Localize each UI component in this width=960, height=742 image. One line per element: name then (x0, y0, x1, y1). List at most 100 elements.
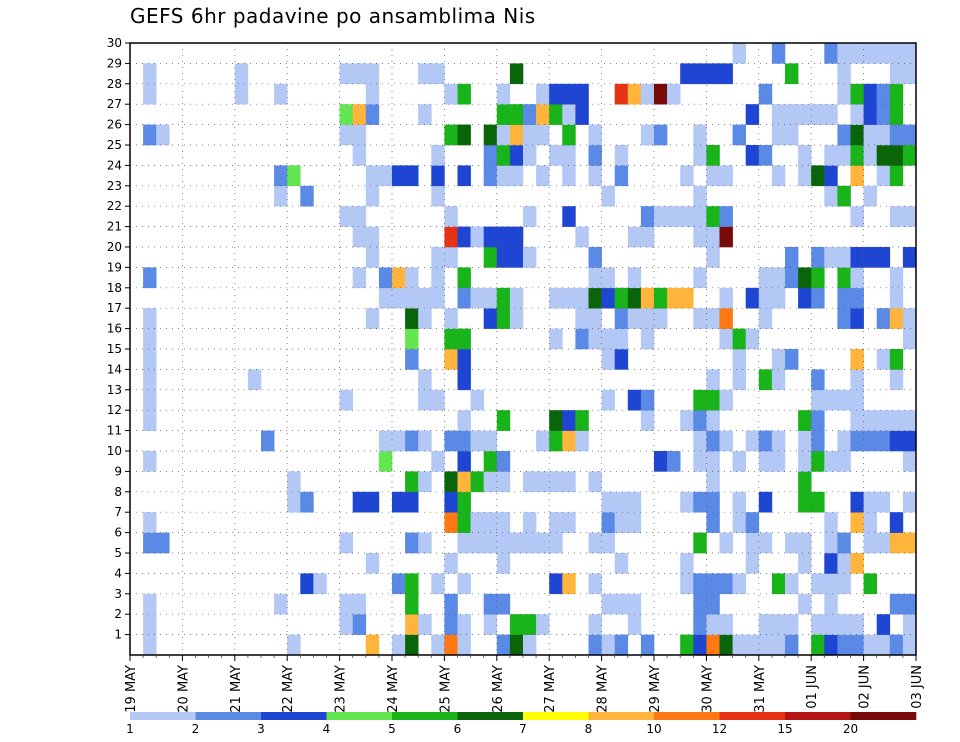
heatmap-cell (614, 349, 629, 370)
heatmap-cell (549, 532, 563, 554)
heatmap-cell (483, 145, 498, 166)
heatmap-cell (863, 410, 877, 431)
heatmap-cell (352, 267, 367, 289)
heatmap-cell (771, 573, 786, 595)
heatmap-cell (601, 389, 615, 411)
heatmap-cell (876, 430, 891, 452)
heatmap-cell (483, 226, 498, 248)
heatmap-cell (588, 247, 602, 268)
heatmap-cell (457, 267, 471, 289)
heatmap-cell (680, 634, 694, 656)
heatmap-cell (457, 410, 471, 431)
y-tick-label: 17 (107, 301, 122, 315)
heatmap-cell (549, 83, 563, 105)
heatmap-cell (575, 430, 589, 452)
heatmap-cell (693, 308, 707, 329)
heatmap-cell (837, 83, 851, 105)
heatmap-cell (392, 165, 406, 187)
heatmap-cell (785, 63, 799, 85)
heatmap-cell (824, 532, 838, 554)
heatmap-cell (274, 165, 288, 187)
heatmap-cell (876, 532, 891, 554)
heatmap-cell (680, 553, 694, 574)
heatmap-cell (693, 634, 707, 656)
heatmap-cell (575, 83, 589, 105)
heatmap-cell (339, 206, 353, 227)
heatmap-cell (902, 43, 917, 64)
heatmap-cell (392, 430, 406, 452)
heatmap-cell (274, 83, 288, 105)
heatmap-cell (863, 573, 877, 595)
heatmap-cell (811, 287, 825, 309)
heatmap-cell (889, 206, 904, 227)
heatmap-cell (680, 410, 694, 431)
heatmap-cell (798, 145, 812, 166)
heatmap-cell (444, 614, 458, 635)
heatmap-cell (889, 430, 904, 452)
heatmap-cell (575, 226, 589, 248)
heatmap-cell (509, 532, 524, 554)
heatmap-cell (418, 430, 432, 452)
heatmap-cell (588, 634, 602, 656)
heatmap-cell (876, 43, 891, 64)
colorbar-segment (719, 712, 786, 720)
heatmap-cell (496, 410, 511, 431)
colorbar: 1 2 3 4 5 6 7 8 10 12 15 20 (126, 712, 917, 736)
heatmap-cell (143, 451, 157, 472)
heatmap-cell (732, 573, 746, 595)
heatmap-cell (588, 165, 602, 187)
heatmap-cell (614, 491, 629, 513)
heatmap-cell (876, 165, 891, 187)
heatmap-cell (339, 63, 353, 85)
heatmap-cell (811, 104, 825, 125)
heatmap-cell (496, 634, 511, 656)
heatmap-cell (444, 124, 458, 146)
heatmap-cell (496, 104, 511, 125)
heatmap-cell (418, 471, 432, 493)
heatmap-cell (706, 573, 720, 595)
heatmap-cell (418, 104, 432, 125)
heatmap-cell (693, 491, 707, 513)
x-tick-label: 24 MAY (386, 665, 401, 713)
heatmap-cell (549, 430, 563, 452)
heatmap-cell (523, 206, 537, 227)
heatmap-cell (588, 308, 602, 329)
heatmap-cell (902, 145, 917, 166)
heatmap-cell (771, 430, 786, 452)
heatmap-cell (444, 512, 458, 533)
heatmap-cell (824, 389, 838, 411)
heatmap-cell (889, 369, 904, 391)
heatmap-cell (588, 328, 602, 350)
heatmap-cell (640, 124, 655, 146)
heatmap-cell (405, 573, 419, 595)
heatmap-cell (850, 491, 864, 513)
colorbar-label: 15 (777, 722, 792, 736)
colorbar-label: 8 (585, 722, 593, 736)
heatmap-cell (575, 104, 589, 125)
heatmap-cell (850, 349, 864, 370)
heatmap-cell (562, 471, 576, 493)
heatmap-cell (693, 145, 707, 166)
heatmap-cell (143, 124, 157, 146)
y-tick-label: 7 (114, 505, 122, 519)
y-tick-label: 29 (107, 56, 122, 70)
heatmap-cell (274, 185, 288, 207)
heatmap-cell (300, 491, 314, 513)
heatmap-cell (287, 165, 301, 187)
y-tick-label: 28 (107, 77, 122, 91)
heatmap-cell (549, 145, 563, 166)
x-axis: 19 MAY 20 MAY 21 MAY 22 MAY 23 MAY 24 MAY 25 M… (124, 655, 925, 713)
heatmap-cell (889, 165, 904, 187)
heatmap-cell (732, 124, 746, 146)
heatmap-cell (483, 247, 498, 268)
heatmap-cell (143, 63, 157, 85)
heatmap-cell (627, 512, 642, 533)
heatmap-cell (640, 634, 655, 656)
heatmap-cell (680, 287, 694, 309)
heatmap-cell (850, 634, 864, 656)
heatmap-cell (405, 165, 419, 187)
heatmap-cell (745, 287, 760, 309)
heatmap-cell (850, 369, 864, 391)
heatmap-cell (863, 104, 877, 125)
heatmap-cell (771, 614, 786, 635)
